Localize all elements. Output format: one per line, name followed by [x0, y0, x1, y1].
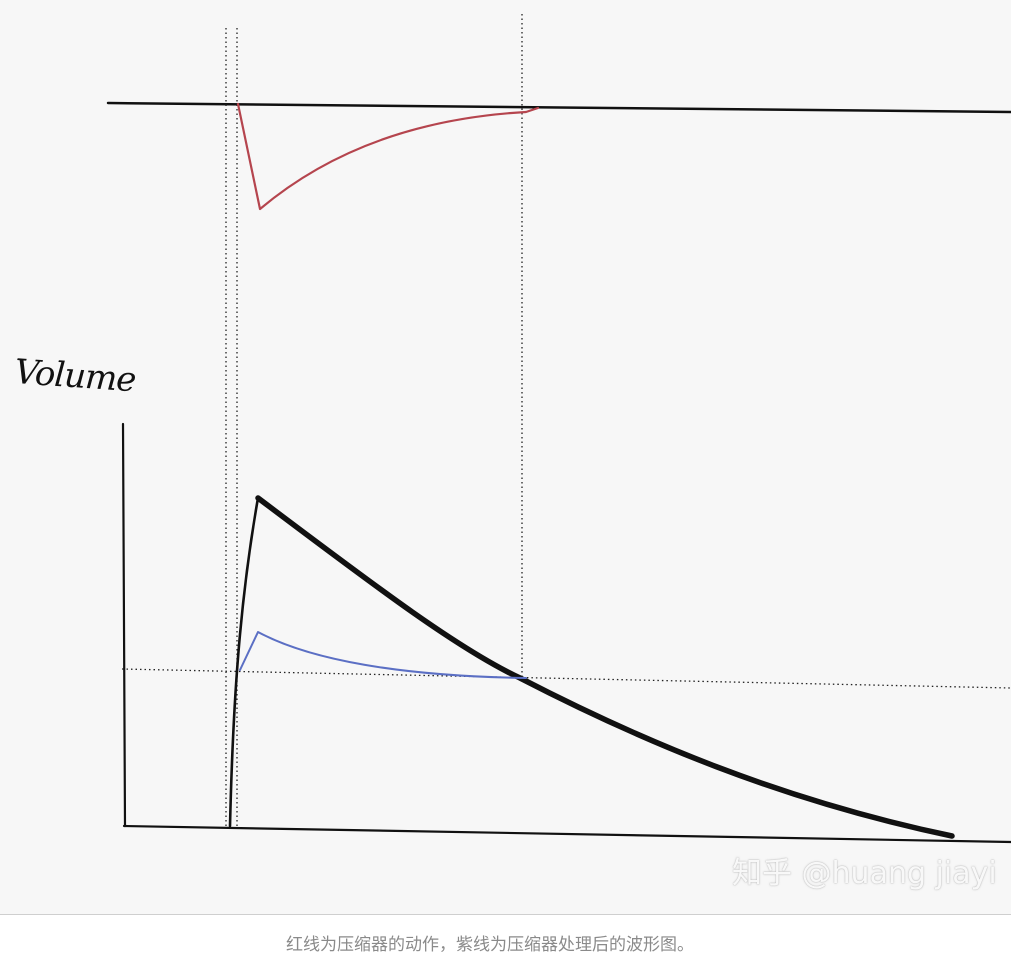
x-axis — [122, 824, 1011, 844]
processed-waveform-curve — [239, 631, 527, 679]
gain-baseline-line — [106, 101, 1011, 114]
waveform-decay — [255, 495, 955, 839]
compressor-diagram: Volume 知乎 @huang jiayi — [13, 14, 1011, 891]
diagram-canvas — [106, 14, 1011, 844]
compressor-action-curve — [236, 102, 540, 211]
y-axis — [121, 422, 127, 828]
caption-divider — [0, 914, 1011, 915]
threshold-line — [121, 668, 1011, 689]
y-axis-label: Volume — [13, 352, 137, 401]
figure-caption: 红线为压缩器的动作，紫线为压缩器处理后的波形图。 — [286, 935, 694, 955]
waveform-attack — [228, 496, 260, 828]
watermark: 知乎 @huang jiayi — [732, 856, 997, 891]
